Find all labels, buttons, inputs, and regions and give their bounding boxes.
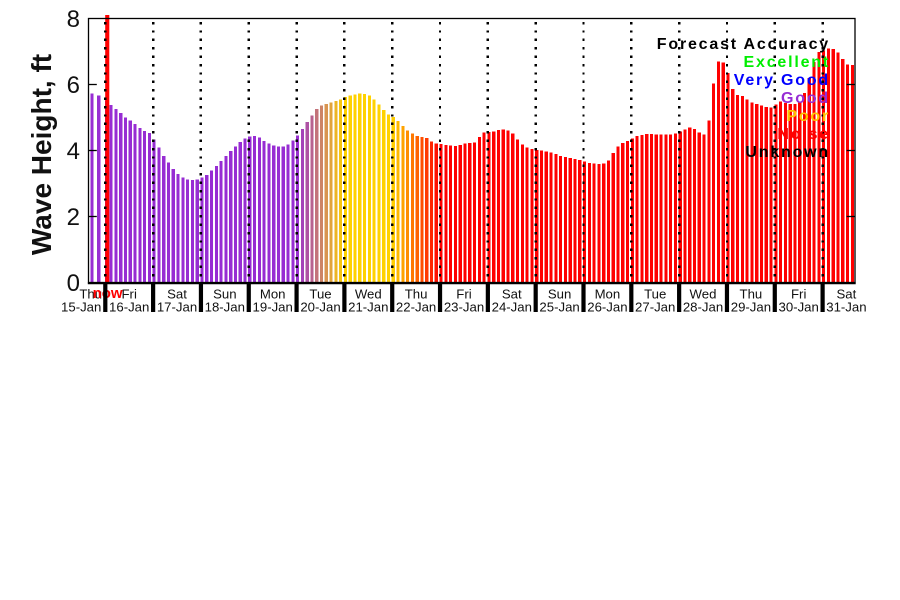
svg-text:Noise: Noise xyxy=(777,126,830,143)
svg-text:25-Jan: 25-Jan xyxy=(539,300,579,315)
svg-text:Fri: Fri xyxy=(122,287,137,302)
svg-text:16-Jan: 16-Jan xyxy=(109,300,149,315)
svg-text:Tue: Tue xyxy=(309,287,331,302)
svg-text:Sun: Sun xyxy=(213,287,236,302)
svg-text:18-Jan: 18-Jan xyxy=(205,300,245,315)
svg-text:0: 0 xyxy=(67,270,80,297)
svg-text:31-Jan: 31-Jan xyxy=(826,300,866,315)
svg-text:Wave Height, ft: Wave Height, ft xyxy=(26,54,57,255)
svg-text:Sat: Sat xyxy=(502,287,522,302)
svg-text:22-Jan: 22-Jan xyxy=(396,300,436,315)
svg-text:Thu: Thu xyxy=(79,287,102,302)
svg-text:20-Jan: 20-Jan xyxy=(300,300,340,315)
svg-text:4: 4 xyxy=(67,138,80,165)
svg-text:Thu: Thu xyxy=(405,287,428,302)
svg-text:Wed: Wed xyxy=(690,287,717,302)
svg-text:Forecast Accuracy: Forecast Accuracy xyxy=(657,36,830,53)
svg-text:Fri: Fri xyxy=(456,287,471,302)
svg-text:21-Jan: 21-Jan xyxy=(348,300,388,315)
svg-text:Sat: Sat xyxy=(837,287,857,302)
svg-text:Wed: Wed xyxy=(355,287,382,302)
svg-text:Unknown: Unknown xyxy=(745,144,830,161)
svg-text:Mon: Mon xyxy=(260,287,286,302)
svg-text:Excellent: Excellent xyxy=(744,54,830,71)
svg-text:2: 2 xyxy=(67,204,80,231)
svg-text:26-Jan: 26-Jan xyxy=(587,300,627,315)
svg-text:29-Jan: 29-Jan xyxy=(731,300,771,315)
svg-text:Thu: Thu xyxy=(740,287,763,302)
svg-text:17-Jan: 17-Jan xyxy=(157,300,197,315)
svg-text:Good: Good xyxy=(781,90,830,107)
svg-text:15-Jan: 15-Jan xyxy=(61,300,101,315)
svg-text:now: now xyxy=(93,285,123,302)
svg-text:30-Jan: 30-Jan xyxy=(779,300,819,315)
svg-text:Tue: Tue xyxy=(644,287,666,302)
svg-text:Poor: Poor xyxy=(786,108,830,125)
svg-text:19-Jan: 19-Jan xyxy=(253,300,293,315)
svg-text:Sun: Sun xyxy=(548,287,571,302)
svg-text:6: 6 xyxy=(67,72,80,99)
svg-text:24-Jan: 24-Jan xyxy=(492,300,532,315)
svg-text:Fri: Fri xyxy=(791,287,806,302)
svg-text:8: 8 xyxy=(67,6,80,33)
svg-text:Sat: Sat xyxy=(167,287,187,302)
svg-text:Mon: Mon xyxy=(595,287,621,302)
svg-text:28-Jan: 28-Jan xyxy=(683,300,723,315)
svg-text:23-Jan: 23-Jan xyxy=(444,300,484,315)
svg-text:27-Jan: 27-Jan xyxy=(635,300,675,315)
svg-text:Very Good: Very Good xyxy=(734,72,830,89)
